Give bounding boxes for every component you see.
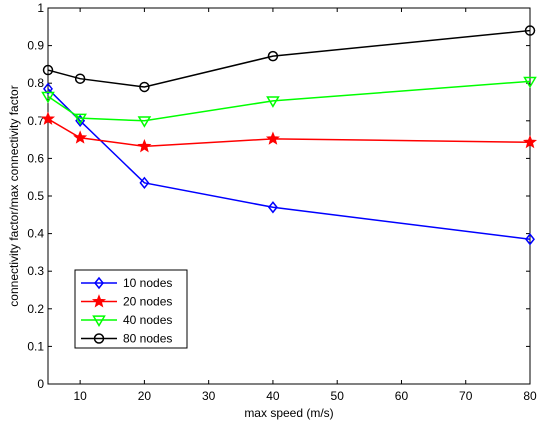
y-tick-label: 0.4 (27, 227, 44, 241)
x-tick-label: 80 (523, 389, 537, 403)
legend-label-20-nodes: 20 nodes (123, 295, 172, 309)
y-axis-label: connectivity factor/max connectivity fac… (7, 85, 21, 306)
x-tick-label: 50 (331, 389, 345, 403)
data-point-20-nodes (137, 139, 152, 153)
x-tick-label: 30 (202, 389, 216, 403)
y-tick-label: 0.7 (27, 114, 44, 128)
series-line-40-nodes (47, 80, 531, 122)
y-axis: 0 0.1 0.2 0.3 0.4 0.5 0.6 0.7 0.8 0.9 1 (27, 1, 530, 391)
y-tick-label: 0.5 (27, 189, 44, 203)
data-point-80-nodes (267, 50, 279, 62)
series-40-nodes (41, 76, 537, 128)
series-80-nodes (42, 25, 536, 93)
legend-label-40-nodes: 40 nodes (123, 313, 172, 327)
data-point-10-nodes (525, 233, 535, 246)
x-axis-label: max speed (m/s) (244, 406, 333, 420)
data-point-10-nodes (139, 176, 150, 190)
data-point-20-nodes (73, 130, 88, 144)
data-point-20-nodes (40, 111, 56, 125)
y-tick-label: 0.8 (27, 76, 44, 90)
data-point-40-nodes (137, 116, 152, 128)
y-tick-label: 0.3 (27, 264, 44, 278)
legend: 10 nodes 20 nodes 40 nodes 80 nodes (74, 269, 188, 349)
x-tick-label: 20 (138, 389, 152, 403)
y-tick-label: 1 (37, 1, 44, 15)
y-tick-label: 0.6 (27, 151, 44, 165)
legend-marker-40-nodes (92, 315, 106, 327)
data-point-20-nodes (265, 131, 280, 145)
legend-marker-10-nodes (94, 276, 104, 290)
x-tick-label: 40 (266, 389, 280, 403)
y-tick-label: 0.2 (27, 302, 44, 316)
series-layer (40, 25, 538, 246)
y-tick-label: 0.1 (27, 339, 44, 353)
y-tick-label: 0.9 (27, 39, 44, 53)
x-axis: 10 20 30 40 50 60 70 80 (73, 8, 537, 403)
data-point-10-nodes (267, 201, 278, 214)
data-point-80-nodes (139, 81, 150, 93)
legend-marker-20-nodes (91, 294, 107, 308)
x-tick-label: 60 (395, 389, 409, 403)
data-point-80-nodes (524, 25, 536, 36)
data-point-80-nodes (42, 64, 54, 76)
series-20-nodes (40, 111, 538, 153)
data-point-40-nodes (266, 96, 280, 108)
data-point-40-nodes (523, 76, 537, 89)
legend-marker-80-nodes (93, 333, 105, 344)
data-point-80-nodes (74, 73, 86, 84)
legend-label-10-nodes: 10 nodes (123, 276, 172, 290)
data-point-20-nodes (522, 134, 538, 149)
x-tick-label: 10 (73, 389, 87, 403)
data-point-40-nodes (73, 113, 87, 126)
series-line-80-nodes (47, 29, 531, 88)
data-point-40-nodes (41, 91, 55, 104)
x-tick-label: 70 (459, 389, 473, 403)
y-tick-label: 0 (37, 377, 44, 391)
data-point-10-nodes (43, 82, 53, 96)
legend-label-80-nodes: 80 nodes (123, 332, 172, 346)
